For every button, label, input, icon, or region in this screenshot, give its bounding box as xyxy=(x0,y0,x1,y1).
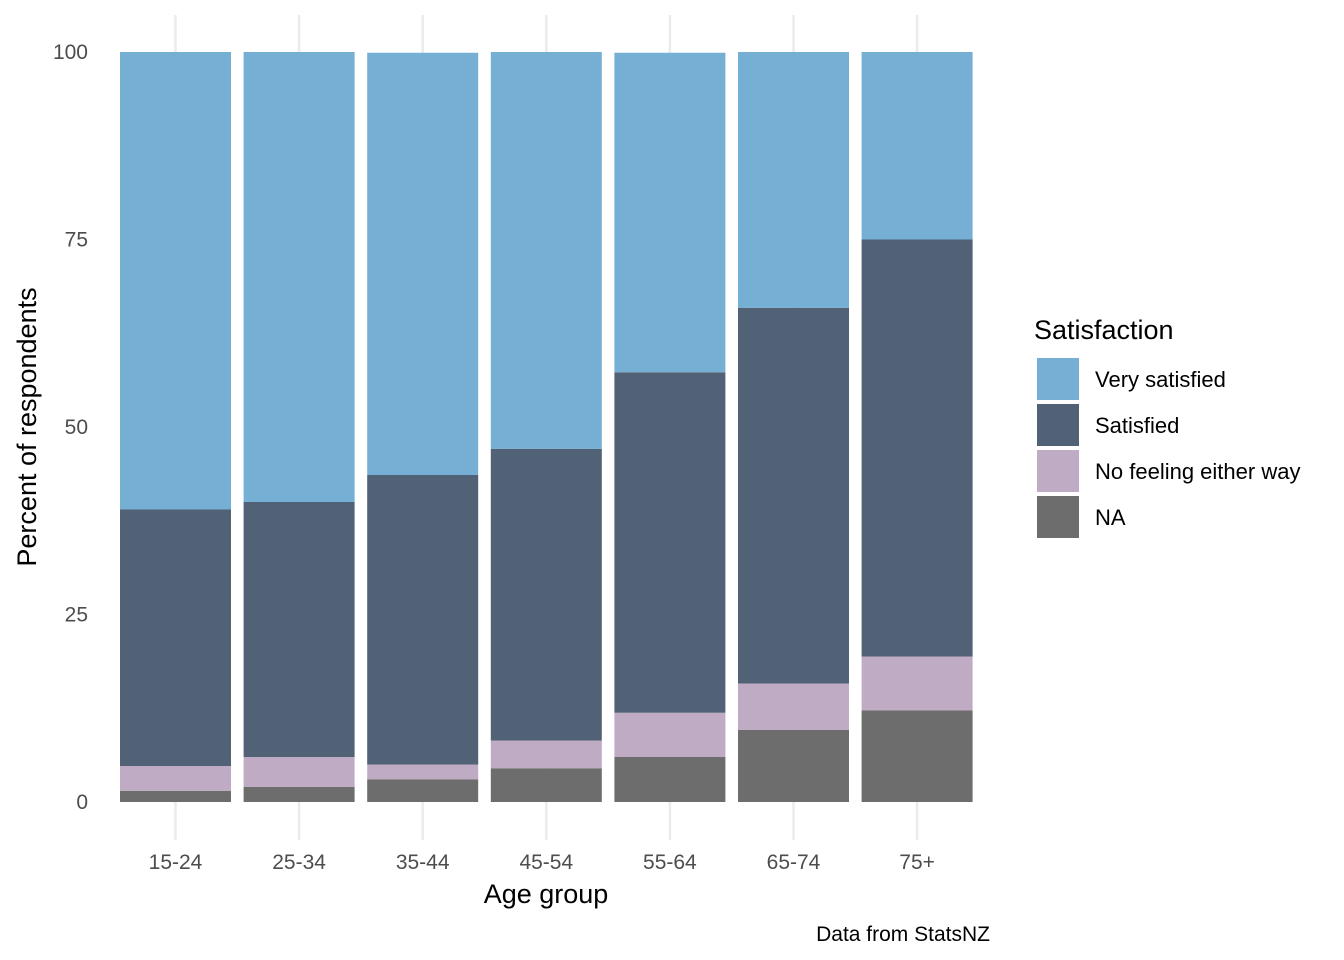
x-tick-label: 25-34 xyxy=(272,851,326,874)
bar-segment xyxy=(243,787,355,802)
bar-segment xyxy=(614,372,726,713)
bar-segment xyxy=(861,656,973,711)
y-axis-title: Percent of respondents xyxy=(12,287,42,566)
bar-segment xyxy=(490,768,602,802)
y-tick-label: 75 xyxy=(65,229,88,252)
x-axis-title: Age group xyxy=(484,879,609,909)
x-tick-label: 45-54 xyxy=(519,851,573,874)
bar-segment xyxy=(367,779,479,802)
bar-segment xyxy=(738,52,849,308)
y-tick-label: 100 xyxy=(53,41,88,64)
bar-segment xyxy=(614,757,726,802)
bar-segment xyxy=(120,509,231,766)
bar-segment xyxy=(243,52,355,502)
x-tick-label: 75+ xyxy=(899,851,935,874)
caption: Data from StatsNZ xyxy=(816,923,990,946)
y-tick-label: 0 xyxy=(76,791,88,814)
bar-segment xyxy=(490,52,602,449)
legend-label: No feeling either way xyxy=(1095,459,1300,484)
legend-title: Satisfaction xyxy=(1034,315,1174,345)
legend-swatch xyxy=(1037,496,1079,538)
y-tick-label: 25 xyxy=(65,604,88,627)
bar-segment xyxy=(490,448,602,741)
x-tick-label: 55-64 xyxy=(643,851,697,874)
x-tick-label: 35-44 xyxy=(396,851,450,874)
legend-swatch xyxy=(1037,450,1079,492)
legend-swatch xyxy=(1037,404,1079,446)
bar-segment xyxy=(243,757,355,787)
bars xyxy=(120,52,973,802)
x-tick-label: 15-24 xyxy=(149,851,203,874)
bar-segment xyxy=(367,475,479,765)
bar-segment xyxy=(243,502,355,757)
legend-label: Very satisfied xyxy=(1095,367,1226,392)
bar-segment xyxy=(120,52,231,510)
legend: Satisfaction Very satisfied Satisfied No f… xyxy=(1034,315,1300,538)
bar-segment xyxy=(738,683,849,730)
bar-segment xyxy=(367,764,479,780)
legend-label: NA xyxy=(1095,505,1126,530)
x-tick-label: 65-74 xyxy=(767,851,821,874)
bar-segment xyxy=(861,52,973,240)
x-axis-ticks: 15-24 25-34 35-44 45-54 55-64 65-74 75+ xyxy=(149,851,935,874)
y-axis-ticks: 0 25 50 75 100 xyxy=(53,41,88,814)
bar-segment xyxy=(120,766,231,791)
bar-segment xyxy=(738,307,849,684)
bar-segment xyxy=(614,712,726,757)
legend-swatch xyxy=(1037,358,1079,400)
bar-segment xyxy=(738,730,849,802)
legend-label: Satisfied xyxy=(1095,413,1179,438)
bar-segment xyxy=(490,740,602,769)
y-tick-label: 50 xyxy=(65,416,88,439)
bar-segment xyxy=(120,790,231,802)
bar-segment xyxy=(614,52,726,373)
bar-segment xyxy=(367,52,479,475)
bar-segment xyxy=(861,710,973,802)
bar-segment xyxy=(861,239,973,657)
